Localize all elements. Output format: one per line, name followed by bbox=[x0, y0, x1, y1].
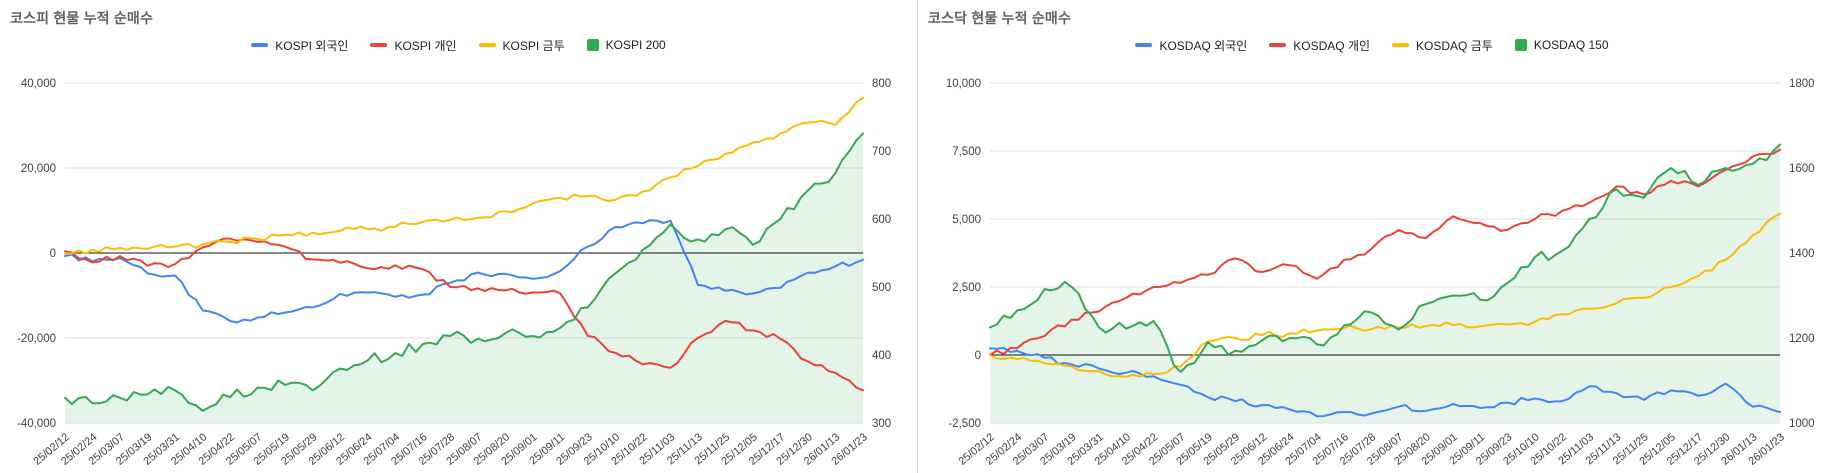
right-axis-tick-label: 1000 bbox=[1789, 418, 1815, 430]
legend-item-kospi-금투[interactable]: KOSPI 금투 bbox=[478, 37, 565, 54]
series-line-kosdaq-개인 bbox=[989, 148, 1781, 356]
line-swatch-icon bbox=[478, 43, 496, 47]
kosdaq-panel: 코스닥 현물 누적 순매수 KOSDAQ 외국인 KOSDAQ 개인 KOSDAQ … bbox=[918, 0, 1826, 473]
kosdaq-chart-canvas: 10,000 7,500 5,000 2,500 0 -2,500 1800 1600 1400… bbox=[946, 78, 1815, 468]
legend-label: KOSPI 200 bbox=[605, 38, 666, 52]
legend-label: KOSDAQ 150 bbox=[1533, 38, 1609, 52]
right-axis-tick-label: 400 bbox=[872, 350, 891, 362]
series-line-kosdaq-150 bbox=[989, 143, 1781, 373]
legend-item-kospi-개인[interactable]: KOSPI 개인 bbox=[370, 37, 457, 54]
left-axis-tick-label: 5,000 bbox=[952, 214, 981, 226]
right-axis-tick-label: 600 bbox=[872, 214, 891, 226]
left-axis-tick-label: 0 bbox=[50, 248, 56, 260]
legend-label: KOSDAQ 개인 bbox=[1293, 38, 1371, 53]
left-axis-tick-label: 7,500 bbox=[952, 146, 981, 158]
line-swatch-icon bbox=[1392, 43, 1410, 47]
left-axis-tick-label: -2,500 bbox=[948, 418, 981, 430]
left-axis-tick-label: -20,000 bbox=[17, 333, 56, 345]
series-line-kospi-금투 bbox=[64, 96, 864, 255]
left-axis-tick-label: -40,000 bbox=[17, 418, 56, 430]
area-swatch-icon bbox=[586, 39, 599, 51]
legend-label: KOSPI 금투 bbox=[502, 38, 565, 53]
right-axis-tick-label: 1800 bbox=[1789, 78, 1815, 90]
line-swatch-icon bbox=[1135, 43, 1153, 47]
series-line-kospi-외국인 bbox=[64, 219, 864, 324]
legend-item-kospi-200[interactable]: KOSPI 200 bbox=[586, 38, 666, 52]
kosdaq-legend: KOSDAQ 외국인 KOSDAQ 개인 KOSDAQ 금투 KOSDAQ 150 bbox=[918, 36, 1826, 54]
legend-item-kosdaq-150[interactable]: KOSDAQ 150 bbox=[1514, 38, 1609, 52]
kospi-panel: 코스피 현물 누적 순매수 KOSPI 외국인 KOSPI 개인 KOSPI 금투 K… bbox=[0, 0, 918, 473]
left-axis-tick-label: 0 bbox=[975, 350, 981, 362]
area-swatch-icon bbox=[1514, 39, 1527, 51]
series-line-kosdaq-금투 bbox=[989, 212, 1781, 378]
right-axis-tick-label: 800 bbox=[872, 78, 891, 90]
kospi-legend: KOSPI 외국인 KOSPI 개인 KOSPI 금투 KOSPI 200 bbox=[0, 36, 917, 54]
series-line-kospi-개인 bbox=[64, 237, 864, 392]
right-axis-tick-label: 1200 bbox=[1789, 333, 1815, 345]
line-swatch-icon bbox=[1269, 43, 1287, 47]
line-swatch-icon bbox=[251, 43, 269, 47]
left-axis-tick-label: 2,500 bbox=[952, 282, 981, 294]
kospi-chart-canvas: 40,000 20,000 0 -20,000 -40,000 800 700 600 500 4… bbox=[17, 78, 891, 468]
series-line-kospi-200 bbox=[64, 132, 864, 412]
legend-item-kosdaq-금투[interactable]: KOSDAQ 금투 bbox=[1392, 37, 1493, 54]
right-axis-tick-label: 1400 bbox=[1789, 248, 1815, 260]
left-axis-tick-label: 40,000 bbox=[21, 78, 56, 90]
right-axis-tick-label: 500 bbox=[872, 282, 891, 294]
series-line-kosdaq-외국인 bbox=[989, 346, 1781, 418]
left-axis-tick-label: 20,000 bbox=[21, 163, 56, 175]
legend-label: KOSPI 외국인 bbox=[275, 38, 349, 53]
legend-item-kosdaq-개인[interactable]: KOSDAQ 개인 bbox=[1269, 37, 1370, 54]
right-axis-tick-label: 700 bbox=[872, 146, 891, 158]
left-axis-tick-label: 10,000 bbox=[946, 78, 981, 90]
right-axis-tick-label: 1600 bbox=[1789, 163, 1815, 175]
line-swatch-icon bbox=[370, 43, 388, 47]
legend-item-kosdaq-외국인[interactable]: KOSDAQ 외국인 bbox=[1135, 37, 1247, 54]
right-axis-tick-label: 300 bbox=[872, 418, 891, 430]
legend-label: KOSPI 개인 bbox=[394, 38, 457, 53]
index-area-fill bbox=[65, 133, 863, 424]
kospi-chart-title: 코스피 현물 누적 순매수 bbox=[10, 10, 154, 26]
kosdaq-chart-title: 코스닥 현물 누적 순매수 bbox=[928, 10, 1072, 26]
index-area-fill bbox=[990, 144, 1780, 423]
legend-label: KOSDAQ 외국인 bbox=[1159, 38, 1248, 53]
legend-item-kospi-외국인[interactable]: KOSPI 외국인 bbox=[251, 37, 348, 54]
legend-label: KOSDAQ 금투 bbox=[1416, 38, 1493, 53]
